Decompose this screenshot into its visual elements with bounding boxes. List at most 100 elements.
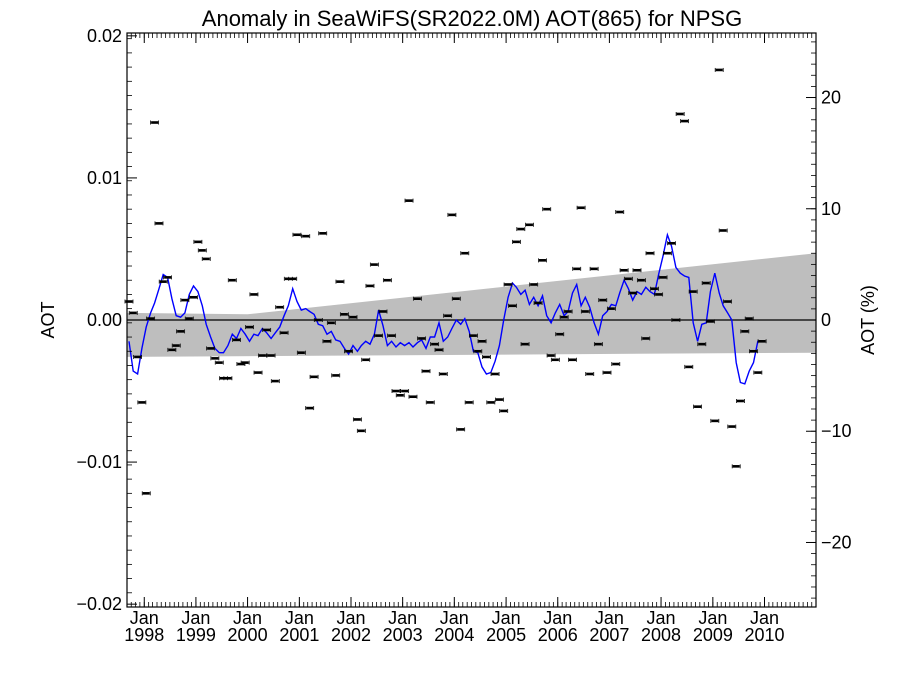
- y-tick-label-left: −0.01: [76, 452, 122, 472]
- data-point-marker: [636, 278, 646, 283]
- data-point-marker: [680, 119, 689, 124]
- data-point-marker: [331, 373, 341, 378]
- data-point-marker: [305, 406, 315, 411]
- data-point-marker: [214, 360, 224, 365]
- x-axis: Jan1998Jan1999Jan2000Jan2001Jan2002Jan20…: [124, 33, 813, 645]
- plot-area: [124, 32, 817, 608]
- data-point-marker: [141, 491, 151, 496]
- smoothed-anomaly-line: [128, 232, 763, 385]
- data-point-marker: [529, 282, 539, 287]
- data-point-marker: [710, 418, 720, 423]
- x-tick-label-year: 2008: [641, 625, 681, 645]
- data-point-marker: [438, 371, 448, 376]
- data-point-marker: [408, 394, 418, 399]
- data-point-marker: [344, 349, 354, 354]
- data-point-marker: [232, 337, 241, 342]
- x-tick-label-month: Jan: [440, 608, 469, 628]
- x-tick-label-month: Jan: [130, 608, 159, 628]
- data-point-marker: [443, 313, 453, 318]
- x-tick-label-year: 2007: [589, 625, 629, 645]
- data-point-marker: [223, 376, 233, 381]
- data-point-marker: [382, 278, 392, 283]
- x-tick-label-year: 2001: [279, 625, 319, 645]
- data-point-marker: [262, 327, 272, 332]
- data-point-marker: [649, 286, 659, 291]
- x-tick-label-year: 2004: [434, 625, 474, 645]
- data-point-marker: [460, 251, 470, 256]
- data-point-marker: [512, 239, 521, 244]
- data-point-marker: [266, 353, 276, 358]
- data-point-marker: [176, 329, 186, 334]
- x-tick-label-month: Jan: [647, 608, 676, 628]
- data-point-marker: [464, 400, 474, 405]
- data-point-marker: [210, 356, 220, 361]
- data-point-marker: [206, 346, 216, 351]
- data-point-marker: [400, 389, 410, 394]
- data-point-marker: [740, 329, 750, 334]
- data-point-marker: [258, 353, 267, 358]
- data-point-marker: [663, 251, 672, 256]
- data-point-marker: [749, 349, 758, 354]
- y-tick-label-right: −10: [821, 421, 852, 441]
- data-point-marker: [133, 354, 143, 359]
- x-tick-label-year: 1999: [176, 625, 216, 645]
- data-point-marker: [150, 120, 159, 125]
- data-point-marker: [576, 205, 586, 210]
- data-point-marker: [378, 309, 388, 314]
- data-point-marker: [253, 370, 263, 375]
- data-point-marker: [714, 67, 724, 72]
- x-tick-label-year: 2010: [744, 625, 784, 645]
- chart-title: Anomaly in SeaWiFS(SR2022.0M) AOT(865) f…: [202, 6, 742, 31]
- data-point-marker: [163, 275, 173, 280]
- data-point-marker: [671, 318, 681, 322]
- data-point-marker: [563, 309, 573, 314]
- data-point-marker: [718, 228, 728, 233]
- y-axis-title-left: AOT: [38, 301, 58, 338]
- data-point-marker: [412, 296, 422, 301]
- data-point-marker: [533, 300, 543, 305]
- data-point-marker: [356, 428, 366, 433]
- x-tick-label-year: 2006: [538, 625, 578, 645]
- data-point-marker: [171, 343, 181, 348]
- data-point-marker: [197, 248, 207, 253]
- x-tick-label-month: Jan: [388, 608, 417, 628]
- data-point-marker: [288, 276, 298, 281]
- data-point-marker: [555, 332, 565, 337]
- x-tick-label-month: Jan: [233, 608, 262, 628]
- data-point-marker: [193, 239, 203, 244]
- data-point-marker: [339, 312, 349, 317]
- data-point-marker: [736, 398, 745, 403]
- data-point-marker: [425, 400, 435, 405]
- data-point-marker: [270, 379, 280, 384]
- y-tick-label-right: −20: [821, 532, 852, 552]
- x-tick-label-month: Jan: [543, 608, 572, 628]
- y-axis-title-right: AOT (%): [858, 285, 878, 355]
- data-point-marker: [499, 408, 509, 413]
- data-point-marker: [658, 275, 668, 280]
- data-point-marker: [309, 374, 319, 379]
- data-point-marker: [520, 342, 530, 347]
- x-tick-label-month: Jan: [750, 608, 779, 628]
- data-point-marker: [473, 349, 483, 354]
- data-point-marker: [654, 292, 664, 297]
- data-point-marker: [623, 276, 633, 281]
- data-point-marker: [580, 309, 590, 314]
- data-point-marker: [516, 227, 526, 232]
- x-tick-label-year: 2003: [383, 625, 423, 645]
- data-point-marker: [615, 210, 625, 215]
- data-point-marker: [180, 298, 190, 303]
- data-point-marker: [477, 339, 487, 344]
- data-point-marker: [434, 347, 444, 352]
- data-point-marker: [486, 400, 496, 405]
- data-point-marker: [395, 393, 405, 398]
- data-point-marker: [495, 397, 504, 402]
- data-point-marker: [158, 279, 168, 284]
- data-point-marker: [757, 339, 767, 344]
- data-point-marker: [606, 306, 616, 311]
- data-point-marker: [641, 336, 651, 341]
- trend-line-group: [128, 232, 763, 385]
- data-point-marker: [667, 241, 676, 246]
- data-point-marker: [585, 371, 595, 376]
- data-point-marker: [727, 424, 737, 429]
